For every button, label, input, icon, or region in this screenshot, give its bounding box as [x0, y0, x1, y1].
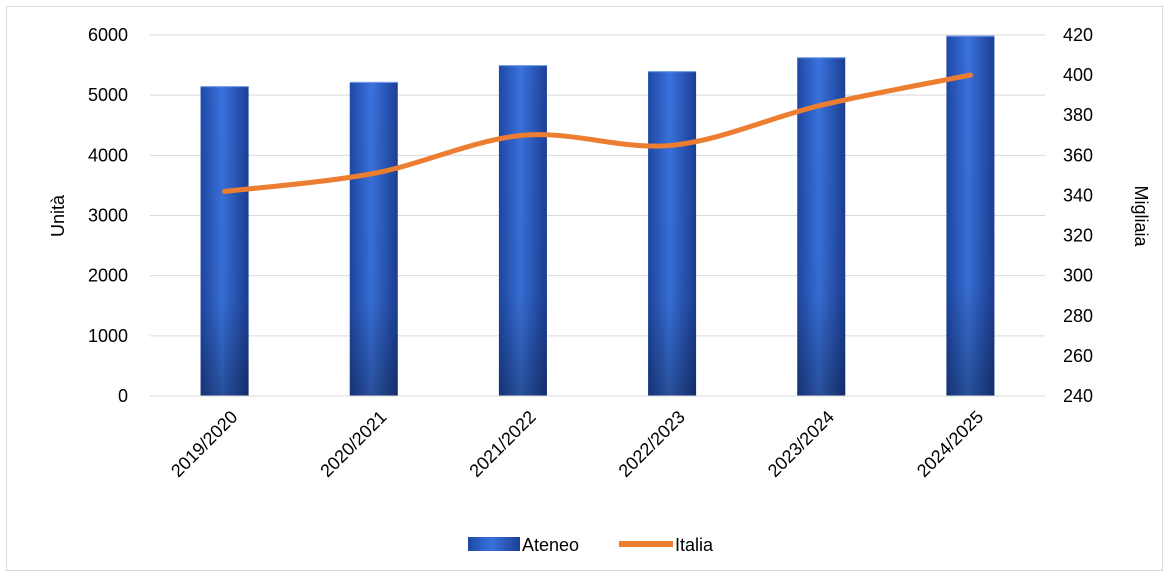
y-tick-label: 1000 [88, 326, 128, 346]
y2-tick-label: 340 [1063, 185, 1093, 205]
y2-tick-label: 320 [1063, 226, 1093, 246]
ateneo-bars [200, 35, 995, 397]
y2-tick-label: 240 [1063, 386, 1093, 406]
x-tick-label: 2022/2023 [615, 407, 689, 481]
bar-ateneo-shade [349, 81, 398, 397]
bar-ateneo-shade [200, 86, 249, 397]
y-tick-label: 2000 [88, 266, 128, 286]
y2-tick-label: 300 [1063, 266, 1093, 286]
legend-label-ateneo: Ateneo [522, 535, 579, 555]
x-tick-label: 2021/2022 [465, 407, 539, 481]
x-tick-label: 2019/2020 [167, 407, 241, 481]
y2-tick-label: 260 [1063, 346, 1093, 366]
y-tick-label: 5000 [88, 85, 128, 105]
y-tick-label: 6000 [88, 25, 128, 45]
x-axis: 2019/2020 2020/2021 2021/2022 2022/2023 2023… [150, 395, 1045, 481]
y-tick-label: 4000 [88, 145, 128, 165]
y2-tick-label: 420 [1063, 25, 1093, 45]
italia-line-layer [222, 72, 973, 194]
gridlines [150, 34, 1045, 397]
bar-ateneo-shade [648, 71, 697, 396]
bar-ateneo-shade [498, 65, 547, 396]
bar-ateneo-shade [797, 57, 846, 397]
y2-tick-label: 360 [1063, 145, 1093, 165]
x-tick-label: 2020/2021 [316, 407, 390, 481]
bar-ateneo-shade [946, 35, 995, 397]
line-italia [222, 72, 973, 194]
x-tick-label: 2024/2025 [913, 407, 987, 481]
y-tick-label: 3000 [88, 206, 128, 226]
left-y-axis: 0 1000 2000 3000 4000 5000 6000 [88, 25, 128, 406]
y2-axis-title: Migliaia [1131, 185, 1151, 247]
y2-tick-label: 400 [1063, 65, 1093, 85]
y2-tick-label: 280 [1063, 306, 1093, 326]
y-axis-title: Unità [48, 194, 68, 237]
legend-label-italia: Italia [675, 535, 714, 555]
legend-swatch-ateneo [468, 537, 520, 551]
y-tick-label: 0 [118, 386, 128, 406]
right-y-axis: 240 260 280 300 320 340 360 380 400 420 [1063, 25, 1093, 406]
x-tick-label: 2023/2024 [764, 407, 838, 481]
y2-tick-label: 380 [1063, 105, 1093, 125]
legend: Ateneo Italia [468, 535, 714, 555]
